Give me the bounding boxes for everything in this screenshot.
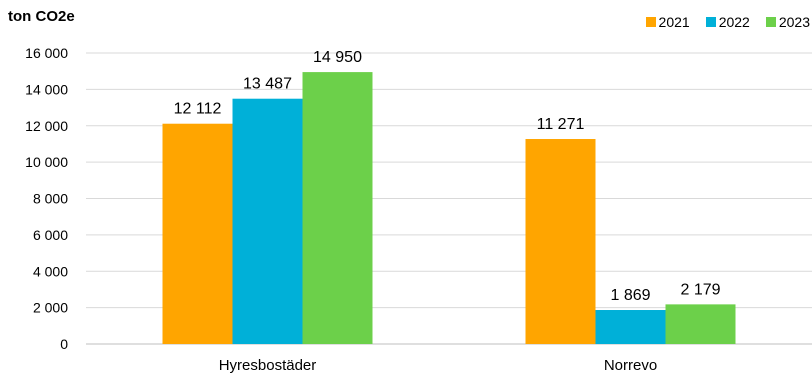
bar-2022-1 — [595, 310, 666, 344]
legend-swatch-2022 — [705, 17, 716, 27]
data-label: 13 487 — [243, 76, 292, 93]
y-tick-label: 8 000 — [33, 191, 68, 207]
bar-2021-0 — [162, 123, 233, 344]
legend: 2021 2022 2023 — [645, 14, 810, 30]
y-tick-label: 0 — [60, 336, 68, 352]
legend-label-2022: 2022 — [718, 14, 750, 30]
data-label: 2 179 — [680, 281, 720, 298]
bar-2023-0 — [302, 72, 373, 345]
data-label: 11 271 — [537, 116, 585, 133]
legend-label-2023: 2023 — [778, 14, 810, 30]
y-tick-label: 6 000 — [33, 227, 68, 243]
legend-item-2022: 2022 — [705, 14, 750, 30]
y-tick-label: 4 000 — [33, 263, 68, 279]
y-tick-label: 14 000 — [25, 81, 68, 97]
data-label: 12 112 — [174, 101, 222, 118]
y-tick-label: 16 000 — [25, 45, 68, 61]
bar-2021-1 — [525, 139, 596, 344]
y-axis-unit-label: ton CO2e — [8, 8, 75, 25]
legend-swatch-2023 — [765, 17, 776, 27]
legend-swatch-2021 — [645, 17, 656, 27]
y-tick-label: 12 000 — [25, 118, 68, 134]
data-label: 1 869 — [610, 287, 650, 304]
x-tick-label: Norrevo — [604, 357, 657, 374]
legend-item-2023: 2023 — [765, 14, 810, 30]
bar-2023-1 — [665, 304, 736, 344]
y-tick-label: 10 000 — [25, 154, 68, 170]
data-label: 14 950 — [313, 49, 362, 66]
legend-label-2021: 2021 — [658, 14, 690, 30]
y-tick-label: 2 000 — [33, 300, 68, 316]
bar-2022-0 — [232, 98, 303, 344]
legend-item-2021: 2021 — [645, 14, 690, 30]
x-tick-label: Hyresbostäder — [219, 357, 317, 374]
